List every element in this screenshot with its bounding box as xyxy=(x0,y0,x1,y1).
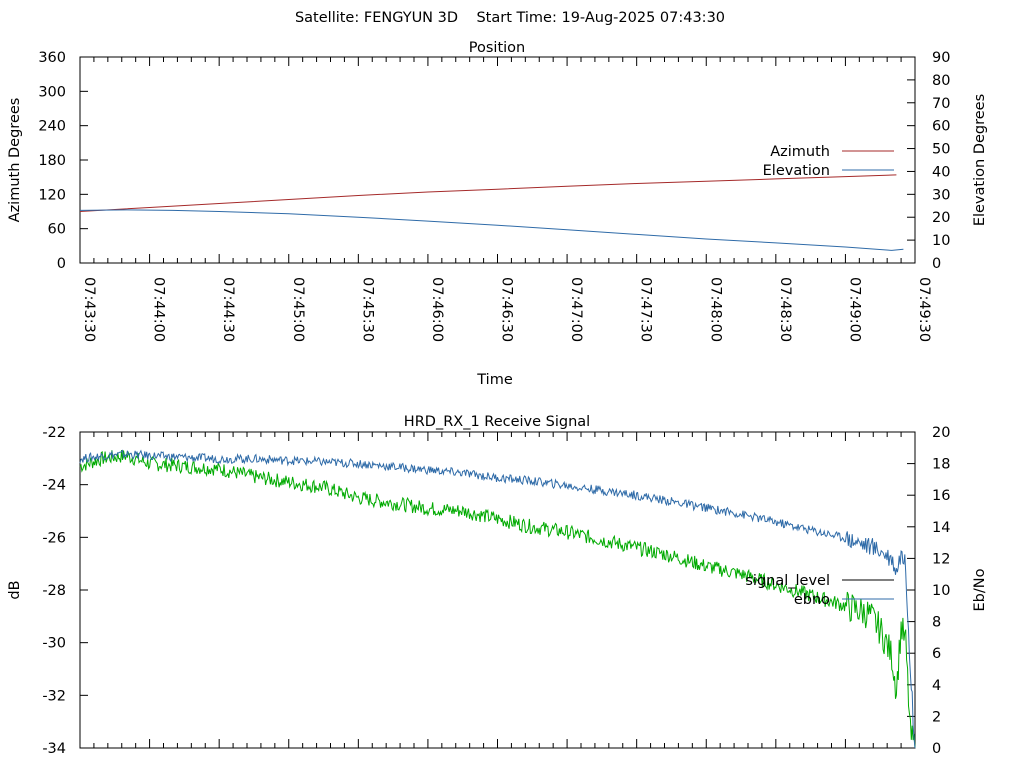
position-y-tick-label: 360 xyxy=(38,50,66,66)
position-plot-frame xyxy=(79,56,916,264)
position-x-tick-label: 07:45:00 xyxy=(290,277,306,342)
position-y2-tick-label: 0 xyxy=(932,256,941,272)
position-y-tick-label: 0 xyxy=(57,256,66,272)
signal-y-tick-label: -30 xyxy=(42,636,66,652)
position-y-tick-label: 60 xyxy=(48,222,66,238)
signal-y-tick-label: -34 xyxy=(42,741,66,757)
signal-y-tick-label: -32 xyxy=(42,688,66,704)
position-y2-tick-label: 90 xyxy=(932,50,950,66)
position-x-tick-label: 07:46:30 xyxy=(499,277,515,342)
position-axes-ticks: 0 60 120 180 240 300 360 0 10 20 30 40 50 60 70 80 90 07:… xyxy=(38,50,950,342)
signal-y2-tick-label: 14 xyxy=(932,520,950,536)
position-series-elevation xyxy=(79,209,904,251)
position-x-tick-label: 07:44:00 xyxy=(151,277,167,342)
position-x-tick-label: 07:48:30 xyxy=(777,277,793,342)
signal-y2-tick-label: 2 xyxy=(932,709,941,725)
signal-y2-tick-label: 12 xyxy=(932,551,950,567)
position-series-azimuth xyxy=(79,174,897,212)
signal-legend-label: ebno xyxy=(794,592,830,608)
position-legend-label: Azimuth xyxy=(770,144,830,160)
signal-series-ebno xyxy=(79,449,916,749)
position-y-axis-label: Azimuth Degrees xyxy=(7,98,23,223)
position-x-tick-label: 07:47:30 xyxy=(638,277,654,342)
position-x-tick-label: 07:47:00 xyxy=(568,277,584,342)
position-x-tick-label: 07:45:30 xyxy=(359,277,375,342)
position-y2-tick-label: 70 xyxy=(932,96,950,112)
signal-y2-tick-label: 0 xyxy=(932,741,941,757)
position-chart-title: Position xyxy=(469,40,525,56)
chart-header: Satellite: FENGYUN 3D Start Time: 19-Aug… xyxy=(295,10,725,26)
position-legend: Azimuth Elevation xyxy=(763,144,894,179)
position-y-tick-label: 300 xyxy=(38,84,66,100)
position-x-tick-label: 07:48:00 xyxy=(707,277,723,342)
position-y2-tick-label: 80 xyxy=(932,73,950,89)
position-x-tick-label: 07:46:00 xyxy=(429,277,445,342)
position-y2-tick-label: 50 xyxy=(932,142,950,158)
signal-y-tick-label: -26 xyxy=(42,530,66,546)
signal-chart-title: HRD_RX_1 Receive Signal xyxy=(404,414,590,430)
position-y-tick-label: 180 xyxy=(38,153,66,169)
position-x-axis-label: Time xyxy=(476,372,513,388)
position-x-tick-label: 07:43:30 xyxy=(81,277,97,342)
position-legend-label: Elevation xyxy=(763,163,830,179)
position-y2-tick-label: 10 xyxy=(932,233,950,249)
position-series xyxy=(79,174,904,251)
signal-y2-tick-label: 20 xyxy=(932,425,950,441)
signal-y-tick-label: -24 xyxy=(42,478,66,494)
signal-y2-axis-label: Eb/No xyxy=(972,568,988,611)
position-x-tick-label: 07:44:30 xyxy=(220,277,236,342)
signal-y2-tick-label: 18 xyxy=(932,457,950,473)
position-x-tick-label: 07:49:00 xyxy=(846,277,862,342)
signal-legend-label: signal_level xyxy=(745,573,830,589)
signal-y-tick-label: -22 xyxy=(42,425,66,441)
signal-y-tick-label: -28 xyxy=(42,583,66,599)
position-y-tick-label: 240 xyxy=(38,119,66,135)
signal-y2-tick-label: 10 xyxy=(932,583,950,599)
position-y2-tick-label: 60 xyxy=(932,119,950,135)
position-y2-axis-label: Elevation Degrees xyxy=(972,94,988,226)
signal-y2-tick-label: 8 xyxy=(932,615,941,631)
position-y2-tick-label: 20 xyxy=(932,210,950,226)
signal-y2-tick-label: 6 xyxy=(932,646,941,662)
signal-axes-ticks: -34 -32 -30 -28 -26 -24 -22 0 2 4 6 8 10 12 14 16 18 20 xyxy=(42,425,950,757)
signal-series-signal-level xyxy=(79,450,916,749)
signal-y-axis-label: dB xyxy=(7,580,23,599)
signal-y2-tick-label: 4 xyxy=(932,678,941,694)
signal-y2-tick-label: 16 xyxy=(932,488,950,504)
position-y2-tick-label: 30 xyxy=(932,187,950,203)
signal-series xyxy=(79,449,916,749)
position-y2-tick-label: 40 xyxy=(932,164,950,180)
position-x-tick-label: 07:49:30 xyxy=(916,277,932,342)
position-y-tick-label: 120 xyxy=(38,187,66,203)
